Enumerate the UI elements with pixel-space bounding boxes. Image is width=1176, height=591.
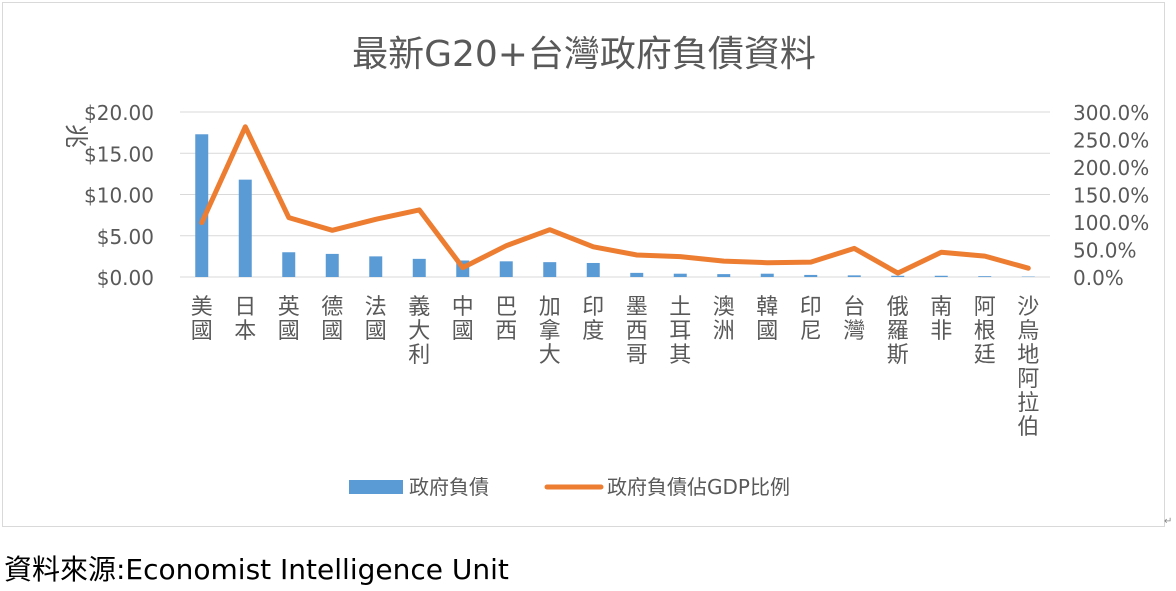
- bar: [238, 179, 252, 277]
- category-label: 阿根廷: [974, 295, 996, 368]
- left-tick-label: $15.00: [84, 142, 154, 166]
- category-label: 法國: [365, 295, 387, 344]
- category-label: 印度: [582, 295, 604, 344]
- category-label: 韓國: [756, 295, 778, 344]
- left-tick-label: $5.00: [97, 225, 154, 249]
- category-label: 印尼: [800, 295, 822, 344]
- series-line: [199, 124, 1031, 276]
- category-label: 義大利: [408, 295, 430, 368]
- bar: [717, 274, 731, 277]
- right-tick-label: 250.0%: [1073, 129, 1149, 153]
- bar: [499, 261, 513, 277]
- line-series: [199, 124, 1031, 276]
- category-label: 德國: [321, 295, 343, 344]
- category-label: 土耳其: [669, 295, 691, 368]
- legend-bar-swatch: [349, 480, 403, 494]
- bar: [282, 252, 296, 277]
- bar: [760, 273, 774, 277]
- category-label: 日本: [234, 295, 256, 344]
- bar: [934, 275, 948, 277]
- right-tick-label: 150.0%: [1073, 184, 1149, 208]
- category-label: 中國: [452, 295, 474, 344]
- bar: [891, 275, 905, 277]
- category-label: 巴西: [495, 295, 517, 344]
- legend-line-label: 政府負債佔GDP比例: [607, 475, 790, 499]
- right-tick-label: 200.0%: [1073, 156, 1149, 180]
- category-label: 墨西哥: [626, 295, 648, 368]
- right-tick-label: 0.0%: [1073, 266, 1124, 290]
- legend-bar-label: 政府負債: [409, 475, 489, 499]
- bar: [673, 273, 687, 277]
- bar: [847, 275, 861, 277]
- left-tick-label: $20.00: [84, 101, 154, 125]
- bar: [412, 258, 426, 277]
- category-label: 俄羅斯: [887, 295, 909, 368]
- right-axis-ticks: 0.0% 50.0% 100.0% 150.0% 200.0% 250.0% 300.0%: [1073, 101, 1149, 290]
- right-tick-label: 100.0%: [1073, 211, 1149, 235]
- category-label: 美國: [191, 295, 213, 344]
- category-label: 加拿大: [539, 295, 561, 368]
- left-axis-ticks: $0.00 $5.00 $10.00 $15.00 $20.00: [84, 101, 154, 290]
- source-note: 資料來源:Economist Intelligence Unit: [4, 553, 509, 586]
- resize-handle-icon: ↵: [1164, 516, 1173, 527]
- bar: [325, 253, 339, 277]
- bar: [978, 276, 992, 277]
- legend: 政府負債 政府負債佔GDP比例: [349, 475, 790, 499]
- category-label: 南非: [930, 295, 952, 344]
- y-axis-title: 兆: [62, 124, 90, 148]
- bar: [369, 256, 383, 277]
- right-tick-label: 50.0%: [1073, 239, 1137, 263]
- left-tick-label: $0.00: [97, 266, 154, 290]
- category-label: 澳洲: [713, 295, 735, 344]
- bar: [586, 262, 600, 277]
- bar: [804, 274, 818, 277]
- gridlines: [180, 111, 1050, 278]
- category-label: 英國: [278, 295, 300, 344]
- right-tick-label: 300.0%: [1073, 101, 1149, 125]
- category-labels: 美國日本英國德國法國義大利中國巴西加拿大印度墨西哥土耳其澳洲韓國印尼台灣俄羅斯南…: [191, 295, 1040, 440]
- bar: [630, 272, 644, 277]
- bar-series: [195, 134, 1035, 277]
- category-label: 台灣: [843, 295, 865, 344]
- chart-title: 最新G20+台灣政府負債資料: [352, 34, 816, 75]
- bar: [543, 262, 557, 277]
- bar: [195, 134, 209, 277]
- category-label: 沙烏地阿拉伯: [1017, 295, 1039, 440]
- left-tick-label: $10.00: [84, 184, 154, 208]
